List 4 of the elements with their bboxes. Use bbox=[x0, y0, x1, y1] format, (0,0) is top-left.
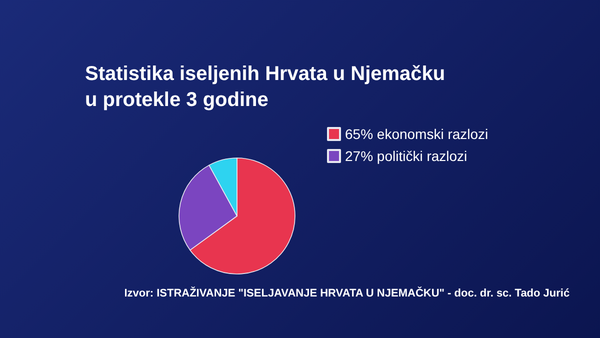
legend-label: 27% politički razlozi bbox=[345, 148, 468, 164]
legend-label: 65% ekonomski razlozi bbox=[345, 126, 488, 142]
chart-title: Statistika iseljenih Hrvata u Njemačku u protekle 3 godine bbox=[85, 63, 446, 111]
text: Izvor: ISTRAŽIVANJE "ISELJAVANJE HRVATA U NJEMAČKU" - doc. dr. sc. Tado Jurić bbox=[124, 286, 570, 300]
